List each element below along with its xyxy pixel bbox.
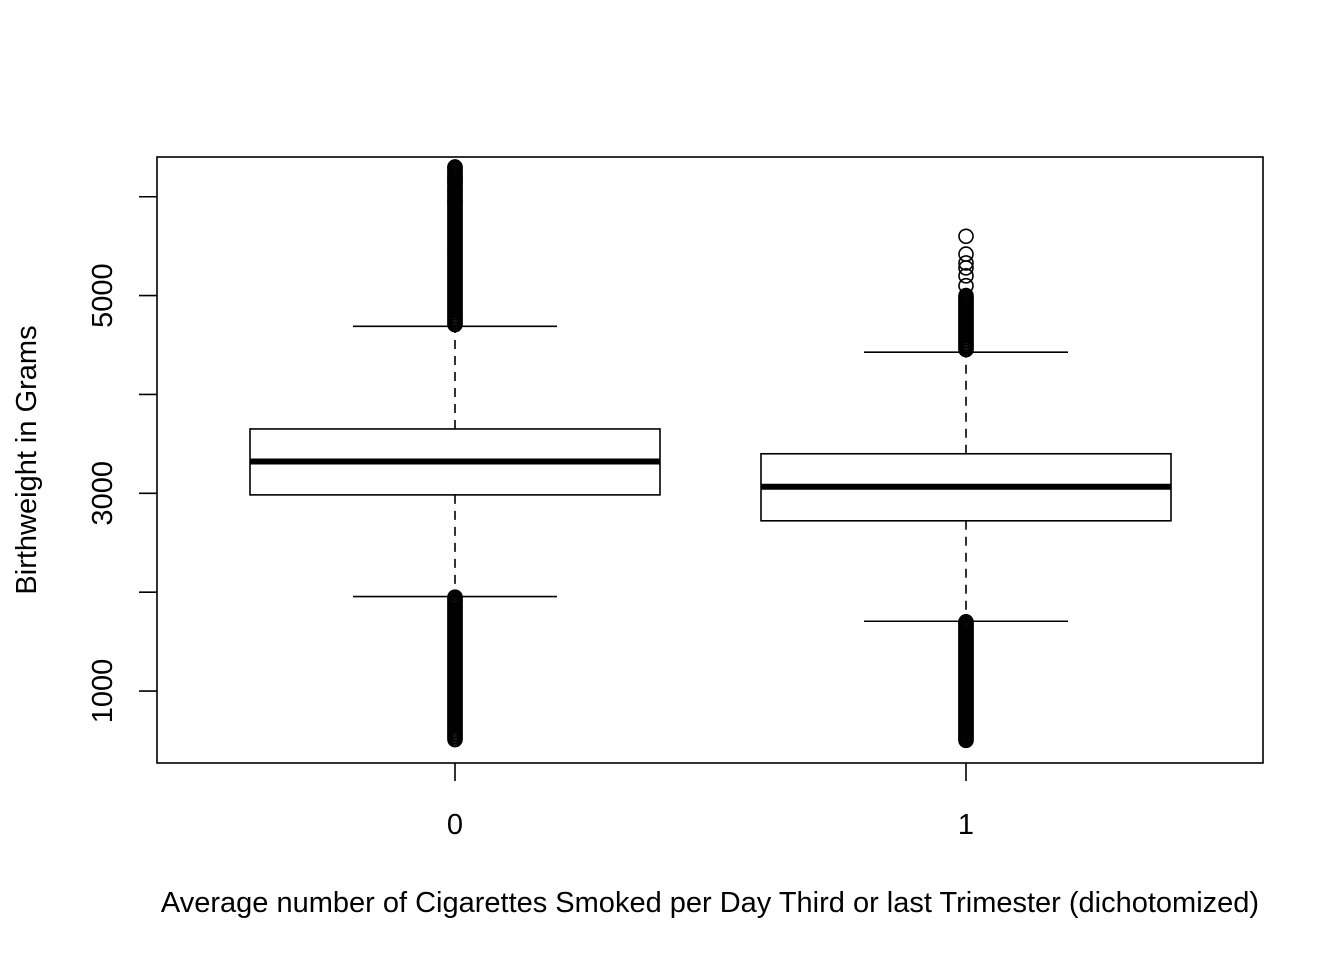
outlier-point — [447, 174, 463, 190]
outlier-point — [447, 731, 463, 748]
x-tick-label: 0 — [447, 809, 463, 841]
outlier-point — [958, 268, 974, 284]
y-tick-label: 3000 — [87, 461, 119, 526]
y-axis-label: Birthweight in Grams — [11, 325, 43, 594]
outlier-point — [447, 169, 463, 185]
outlier-point — [447, 183, 463, 200]
outlier-point — [447, 193, 463, 210]
plot-frame — [156, 156, 1264, 764]
outlier-point — [958, 255, 974, 271]
y-tick-label: 1000 — [87, 659, 119, 724]
outlier-point — [958, 341, 974, 358]
outlier-point — [447, 316, 463, 333]
x-axis-label: Average number of Cigarettes Smoked per … — [161, 887, 1259, 919]
x-tick-label: 1 — [958, 809, 974, 841]
outlier-point — [958, 228, 974, 245]
outlier-point — [958, 732, 974, 749]
y-tick-label: 5000 — [87, 263, 119, 328]
outlier-point — [447, 159, 463, 175]
outlier-point — [958, 246, 974, 262]
outlier-point — [958, 277, 974, 294]
